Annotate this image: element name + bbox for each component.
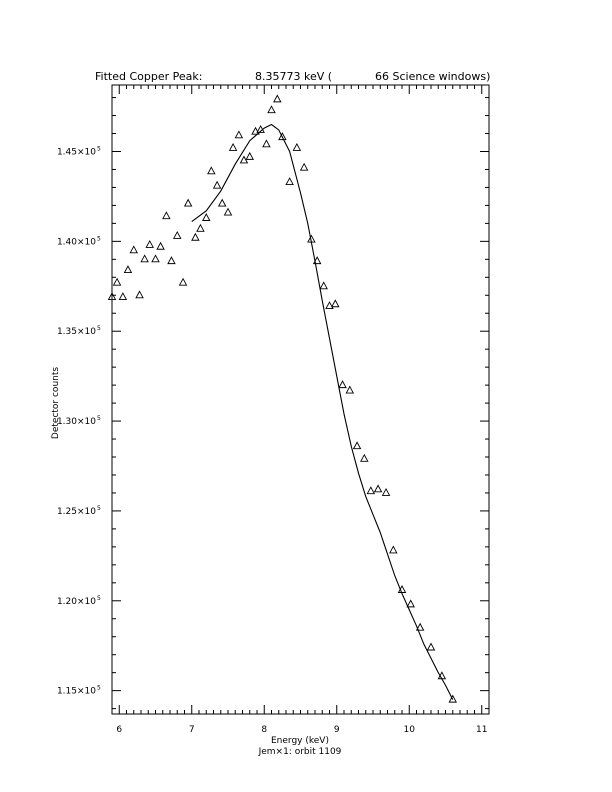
data-point: [426, 642, 436, 651]
data-point: [135, 290, 144, 299]
title-part-3: 66 Science windows): [375, 70, 490, 83]
data-point: [228, 142, 238, 151]
data-point: [156, 241, 165, 250]
y-tick-label: 1.20×10: [57, 597, 96, 607]
y-tick-exponent: 5: [97, 685, 101, 692]
data-point: [196, 223, 205, 232]
data-point: [360, 453, 369, 462]
data-point: [123, 265, 133, 274]
x-tick-label: 8: [261, 725, 267, 735]
data-point: [278, 132, 287, 141]
y-axis-label: Detector counts: [51, 367, 61, 439]
data-point: [406, 599, 415, 608]
data-point: [140, 254, 149, 263]
data-point: [273, 94, 282, 103]
data-point: [319, 281, 328, 290]
data-point: [381, 488, 391, 496]
y-tick-exponent: 5: [97, 415, 101, 422]
x-tick-label: 7: [189, 725, 195, 735]
data-point: [145, 239, 154, 248]
y-tick-label: 1.15×10: [57, 687, 96, 697]
data-point: [389, 545, 398, 554]
chart-title: Fitted Copper Peak: 8.35773 keV ( 66 Sci…: [95, 70, 490, 83]
data-point: [178, 277, 188, 286]
data-point: [338, 380, 347, 389]
y-tick-exponent: 5: [97, 235, 101, 242]
data-point: [285, 177, 294, 185]
data-point: [234, 130, 244, 139]
data-point: [262, 139, 271, 148]
data-point: [267, 105, 276, 114]
data-point: [352, 441, 362, 450]
data-point: [212, 180, 222, 189]
axis-ticks: [111, 85, 490, 714]
data-point: [167, 256, 176, 265]
y-tick-label: 1.30×10: [57, 417, 96, 427]
data-point: [292, 142, 302, 151]
data-point: [162, 211, 171, 220]
data-marks: [107, 94, 458, 703]
data-point: [415, 622, 425, 631]
x-tick-label: 10: [404, 725, 416, 735]
data-point: [299, 162, 309, 171]
x-axis-label: Energy (keV): [271, 736, 329, 746]
x-tick-label: 11: [476, 725, 487, 735]
data-point: [201, 213, 211, 221]
y-tick-exponent: 5: [97, 505, 101, 512]
data-point: [191, 232, 200, 241]
data-point: [448, 694, 458, 703]
data-point: [112, 277, 122, 286]
data-point: [217, 198, 227, 207]
axis-tick-labels: 6 7 8 9 10 111.15×10 51.20×10 51.25×10 51.30×10 5…: [57, 145, 488, 735]
data-point: [223, 207, 233, 216]
chart-subtitle: Jem×1: orbit 1109: [258, 747, 342, 757]
y-tick-label: 1.25×10: [57, 507, 96, 517]
y-tick-label: 1.35×10: [57, 327, 96, 337]
y-tick-label: 1.40×10: [57, 237, 96, 247]
data-point: [129, 245, 139, 254]
data-point: [312, 256, 322, 265]
data-point: [331, 299, 340, 308]
data-point: [172, 231, 182, 239]
data-point: [245, 151, 255, 160]
fit-curve: [191, 123, 454, 700]
data-point: [183, 198, 193, 207]
title-part-1: Fitted Copper Peak:: [95, 70, 202, 83]
data-point: [366, 486, 376, 495]
y-tick-label: 1.45×10: [57, 147, 96, 157]
data-point: [118, 292, 128, 301]
y-tick-exponent: 5: [97, 325, 101, 332]
data-point: [151, 254, 160, 263]
y-tick-exponent: 5: [97, 595, 101, 602]
x-tick-label: 9: [334, 725, 340, 735]
data-point: [251, 126, 260, 135]
data-point: [373, 484, 383, 493]
x-tick-label: 6: [116, 725, 122, 735]
data-point: [345, 385, 355, 394]
plot-frame: [111, 84, 490, 715]
title-part-2: 8.35773 keV (: [255, 70, 332, 83]
data-point: [207, 166, 216, 175]
data-point: [325, 301, 334, 309]
data-point: [107, 292, 117, 301]
y-tick-exponent: 5: [97, 145, 101, 152]
